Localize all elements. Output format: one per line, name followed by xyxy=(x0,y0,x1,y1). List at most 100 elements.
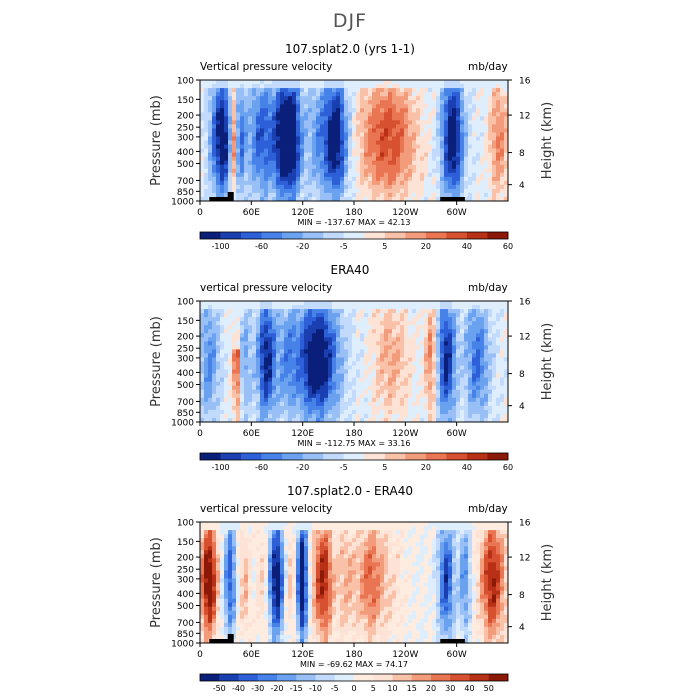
heatmap-cell xyxy=(244,140,249,145)
heatmap-cell xyxy=(388,409,393,415)
heatmap-cell xyxy=(452,329,457,334)
heatmap-cell xyxy=(408,317,413,322)
heatmap-cell xyxy=(456,329,461,334)
heatmap-cell xyxy=(288,345,293,350)
heatmap-cell xyxy=(380,160,385,166)
heatmap-cell xyxy=(404,329,409,334)
heatmap-cell xyxy=(492,401,497,407)
heatmap-cell xyxy=(360,176,365,182)
heatmap-cell xyxy=(456,168,461,174)
heatmap-cell xyxy=(328,373,333,379)
heatmap-cell xyxy=(440,100,445,105)
heatmap-cell xyxy=(288,116,293,121)
heatmap-cell xyxy=(260,361,265,366)
heatmap-cell xyxy=(244,301,249,306)
heatmap-cell xyxy=(200,562,205,567)
heatmap-cell xyxy=(352,108,357,113)
heatmap-cell xyxy=(496,100,501,105)
heatmap-cell xyxy=(228,168,233,174)
heatmap-cell xyxy=(324,172,329,178)
heatmap-cell xyxy=(460,96,465,101)
heatmap-cell xyxy=(344,329,349,334)
heatmap-cell xyxy=(464,393,469,399)
heatmap-cell xyxy=(252,148,257,153)
heatmap-cell xyxy=(364,381,369,387)
heatmap-cell xyxy=(352,353,357,358)
heatmap-cell xyxy=(228,329,233,334)
heatmap-cell xyxy=(372,96,377,101)
heatmap-cell xyxy=(400,164,405,170)
heatmap-cell xyxy=(400,417,405,423)
heatmap-cell xyxy=(452,345,457,350)
heatmap-cell xyxy=(412,325,417,330)
heatmap-cell xyxy=(492,361,497,366)
heatmap-cell xyxy=(284,192,289,198)
heatmap-cell xyxy=(320,409,325,415)
heatmap-cell xyxy=(252,301,257,306)
heatmap-cell xyxy=(224,92,229,97)
heatmap-cell xyxy=(500,309,505,314)
heatmap-cell xyxy=(212,578,217,583)
heatmap-cell xyxy=(332,365,337,370)
heatmap-cell xyxy=(360,100,365,105)
y2-axis-label: Height (km) xyxy=(540,323,555,400)
heatmap-cell xyxy=(436,196,441,202)
heatmap-cell xyxy=(372,144,377,149)
heatmap-cell xyxy=(472,341,477,346)
heatmap-cell xyxy=(404,172,409,178)
heatmap-cell xyxy=(376,136,381,141)
heatmap-cell xyxy=(216,554,221,559)
heatmap-cell xyxy=(304,309,309,314)
heatmap-cell xyxy=(296,377,301,383)
heatmap-cell xyxy=(276,321,281,326)
heatmap-cell xyxy=(412,397,417,403)
heatmap-cell xyxy=(216,373,221,379)
heatmap-cell xyxy=(472,168,477,174)
heatmap-cell xyxy=(200,526,205,531)
heatmap-cell xyxy=(296,389,301,395)
heatmap-cell xyxy=(500,313,505,318)
heatmap-cell xyxy=(224,313,229,318)
heatmap-cell xyxy=(216,116,221,121)
heatmap-cell xyxy=(384,397,389,403)
heatmap-cell xyxy=(412,373,417,379)
heatmap-cell xyxy=(228,409,233,415)
heatmap-cell xyxy=(400,349,405,354)
heatmap-cell xyxy=(432,128,437,133)
heatmap-cell xyxy=(296,345,301,350)
heatmap-cell xyxy=(208,630,213,636)
heatmap-cell xyxy=(328,144,333,149)
heatmap-cell xyxy=(396,309,401,314)
heatmap-cell xyxy=(200,381,205,387)
y2-tick-label: 12 xyxy=(519,112,530,122)
heatmap-cell xyxy=(388,124,393,129)
heatmap-cell xyxy=(216,180,221,186)
heatmap-cell xyxy=(300,333,305,338)
heatmap-cell xyxy=(476,321,481,326)
heatmap-cell xyxy=(308,361,313,366)
heatmap-cell xyxy=(360,345,365,350)
heatmap-cell xyxy=(340,116,345,121)
heatmap-cell xyxy=(428,345,433,350)
heatmap-cell xyxy=(352,333,357,338)
heatmap-cell xyxy=(260,337,265,342)
heatmap-cell xyxy=(256,301,261,306)
heatmap-cell xyxy=(276,152,281,158)
heatmap-cell xyxy=(432,357,437,362)
heatmap-cell xyxy=(296,417,301,423)
heatmap-cell xyxy=(360,196,365,202)
heatmap-cell xyxy=(492,333,497,338)
heatmap-cell xyxy=(244,116,249,121)
heatmap-cell xyxy=(352,128,357,133)
heatmap-cell xyxy=(444,88,449,93)
heatmap-cell xyxy=(260,188,265,194)
heatmap-cell xyxy=(220,522,225,527)
heatmap-cell xyxy=(404,148,409,153)
y-tick-label: 850 xyxy=(177,409,194,419)
heatmap-cell xyxy=(380,96,385,101)
heatmap-cell xyxy=(240,301,245,306)
heatmap-cell xyxy=(468,196,473,202)
heatmap-cell xyxy=(372,321,377,326)
heatmap-cell xyxy=(308,381,313,387)
heatmap-cell xyxy=(436,357,441,362)
